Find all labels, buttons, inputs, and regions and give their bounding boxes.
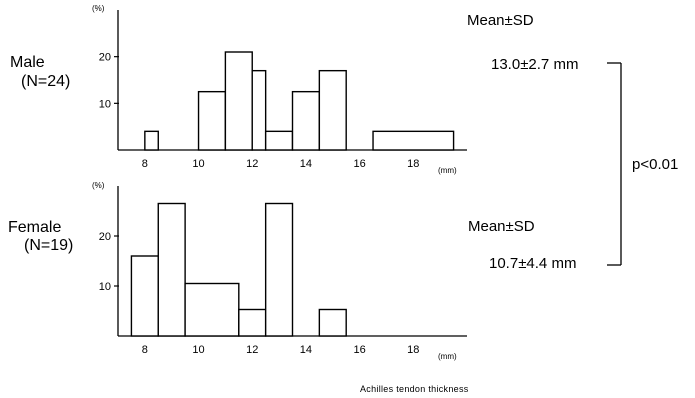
female-x-tick-label: 10 — [192, 344, 204, 356]
male-histogram-bar — [291, 90, 321, 151]
male-histogram-bar — [264, 130, 294, 151]
x-axis-title: Achilles tendon thickness — [360, 384, 469, 394]
male-y-tick-label: 10 — [99, 98, 111, 110]
female-histogram-bar — [184, 282, 240, 337]
male-histogram-bar — [144, 130, 159, 151]
male-x-tick-label: 14 — [300, 158, 312, 170]
female-mean-sd-value: 10.7±4.4 mm — [489, 255, 576, 272]
male-histogram-bar — [197, 90, 227, 151]
female-mean-sd-header: Mean±SD — [468, 218, 535, 235]
female-histogram-panel: Female (N=19) (%) (mm) Mean±SD 10.7±4.4 … — [8, 181, 576, 361]
male-x-unit-label: (mm) — [438, 166, 457, 175]
female-x-tick-label: 12 — [246, 344, 258, 356]
female-x-tick-label: 16 — [353, 344, 365, 356]
female-y-unit-label: (%) — [92, 181, 105, 190]
female-x-tick-label: 8 — [142, 344, 148, 356]
female-histogram-bar — [238, 308, 267, 337]
male-x-tick-label: 12 — [246, 158, 258, 170]
male-x-tick-label: 8 — [142, 158, 148, 170]
female-x-tick-label: 18 — [407, 344, 419, 356]
male-histogram-bar — [251, 69, 267, 151]
female-x-unit-label: (mm) — [438, 352, 457, 361]
male-mean-sd-header: Mean±SD — [467, 12, 534, 29]
female-group-label: Female — [8, 219, 61, 236]
female-histogram-bar — [318, 308, 347, 337]
female-histogram-bar — [264, 202, 294, 337]
male-histogram-bar — [224, 51, 253, 151]
male-n-label: (N=24) — [21, 73, 70, 90]
female-histogram-bar — [157, 202, 186, 337]
male-histogram-panel: Male (N=24) (%) (mm) Mean±SD 13.0±2.7 mm… — [10, 4, 578, 175]
male-y-unit-label: (%) — [92, 4, 105, 13]
p-value-label: p<0.01 — [632, 156, 678, 173]
female-x-tick-label: 14 — [300, 344, 312, 356]
male-histogram-bar — [372, 130, 455, 151]
significance-bracket: p<0.01 — [607, 62, 678, 266]
male-y-tick-label: 20 — [99, 52, 111, 64]
male-x-tick-label: 18 — [407, 158, 419, 170]
male-mean-sd-value: 13.0±2.7 mm — [491, 56, 578, 73]
male-x-tick-label: 10 — [192, 158, 204, 170]
female-y-tick-label: 10 — [99, 281, 111, 293]
male-histogram-bar — [318, 69, 347, 151]
male-x-tick-label: 16 — [353, 158, 365, 170]
female-n-label: (N=19) — [24, 237, 73, 254]
female-histogram-bar — [130, 255, 159, 337]
female-y-tick-label: 20 — [99, 231, 111, 243]
male-group-label: Male — [10, 54, 45, 71]
